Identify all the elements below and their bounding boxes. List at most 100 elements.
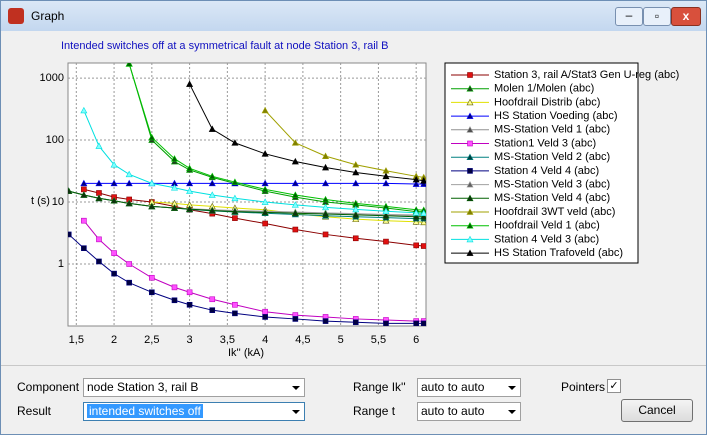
data-point [420, 243, 426, 249]
cancel-button[interactable]: Cancel [621, 399, 693, 422]
range-ik-value: auto to auto [421, 380, 485, 394]
x-tick-label: 2,5 [144, 334, 159, 346]
legend [444, 62, 639, 264]
data-point [95, 142, 103, 149]
range-t-select[interactable]: auto to auto [417, 402, 521, 421]
data-point [209, 307, 216, 313]
y-tick-label: 100 [46, 134, 64, 146]
legend-label: Station1 Veld 3 (abc) [494, 137, 596, 149]
data-point [352, 235, 359, 242]
data-point [80, 179, 88, 187]
maximize-button[interactable]: ▫ [643, 7, 671, 26]
data-point [412, 209, 420, 216]
data-point [96, 236, 102, 243]
data-point [171, 297, 178, 304]
legend-label: MS-Station Veld 4 (abc) [494, 192, 610, 204]
pointers-checkbox[interactable]: ✓ [607, 379, 621, 393]
data-point [110, 161, 118, 168]
legend-label: Station 4 Veld 3 (abc) [494, 233, 599, 245]
legend-marker [467, 72, 473, 78]
legend-label: HS Station Trafoveld (abc) [494, 247, 623, 259]
data-point [291, 191, 299, 198]
data-point [291, 179, 299, 187]
legend-marker [466, 235, 474, 243]
data-point [148, 179, 156, 187]
title-bar: Graph – ▫ x [1, 1, 706, 31]
data-point [110, 197, 118, 204]
data-point [322, 163, 330, 171]
y-tick-label: 1000 [40, 72, 64, 84]
plot-area [67, 62, 427, 327]
data-point [209, 296, 216, 303]
x-tick-label: 2 [111, 334, 117, 346]
legend-label: Molen 1/Molen (abc) [494, 83, 594, 95]
legend-marker [467, 168, 473, 174]
x-axis-label: Ik'' (kA) [228, 347, 264, 359]
cancel-label: Cancel [638, 403, 676, 417]
data-point [382, 172, 390, 180]
data-point [111, 250, 117, 256]
result-select[interactable]: intended switches off [83, 402, 305, 421]
data-point [81, 245, 87, 251]
data-point [291, 201, 299, 208]
pointers-label: Pointers [561, 380, 606, 394]
data-point [68, 231, 72, 238]
legend-marker [466, 194, 474, 202]
data-point [232, 310, 238, 317]
legend-marker [466, 208, 474, 215]
data-point [261, 208, 269, 216]
data-point [261, 150, 269, 157]
data-point [81, 186, 87, 193]
data-point [126, 261, 132, 267]
result-value: intended switches off [87, 404, 203, 418]
data-point [231, 139, 239, 146]
legend-label: MS-Station Veld 2 (abc) [494, 151, 610, 163]
data-point [322, 318, 329, 324]
component-select[interactable]: node Station 3, rail B [83, 378, 305, 397]
plot-series [68, 63, 426, 326]
y-axis-label: t (s) [31, 195, 50, 207]
data-point [81, 217, 87, 224]
legend-marker [467, 140, 473, 147]
data-point [352, 161, 360, 168]
x-tick-label: 1,5 [69, 334, 84, 346]
data-point [208, 125, 216, 132]
legend-marker [466, 112, 474, 119]
minimize-button[interactable]: – [615, 7, 643, 26]
data-point [382, 217, 390, 224]
data-point [261, 185, 269, 193]
y-tick-label: 1 [58, 258, 64, 270]
series-line [83, 110, 424, 214]
data-point [110, 179, 118, 187]
data-point [148, 133, 156, 141]
data-point [149, 274, 155, 281]
series-line [189, 83, 424, 182]
data-point [149, 289, 155, 296]
separator [1, 365, 706, 366]
data-point [352, 211, 360, 218]
legend-marker [466, 153, 474, 160]
close-button[interactable]: x [671, 7, 701, 26]
result-label: Result [17, 404, 52, 418]
data-point [148, 202, 156, 210]
y-tick-label: 10 [52, 196, 64, 208]
data-point [261, 106, 269, 114]
legend-label: Hoofdrail Distrib (abc) [494, 96, 600, 108]
data-point [413, 242, 419, 249]
range-ik-label: Range Ik'' [353, 380, 406, 394]
data-point [420, 213, 426, 220]
data-point [208, 191, 216, 198]
legend-marker [466, 180, 474, 188]
data-point [231, 178, 239, 185]
range-ik-select[interactable]: auto to auto [417, 378, 521, 397]
data-point [126, 279, 132, 286]
data-point [420, 209, 426, 217]
data-point [208, 179, 216, 187]
window-title: Graph [31, 9, 65, 23]
data-point [292, 316, 299, 322]
legend-marker [466, 85, 474, 92]
data-point [95, 179, 103, 187]
legend-label: MS-Station Veld 1 (abc) [494, 124, 610, 136]
legend-label: Hoofdrail 3WT veld (abc) [494, 206, 615, 218]
